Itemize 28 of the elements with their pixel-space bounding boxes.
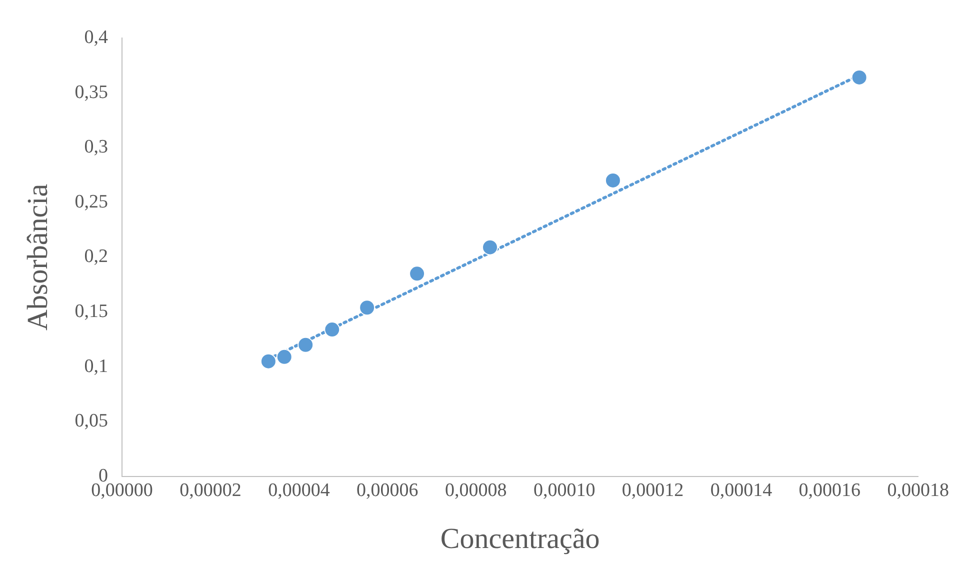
- x-tick-label: 0,00008: [444, 480, 507, 501]
- point: [604, 172, 621, 188]
- point: [851, 69, 868, 86]
- y-tick-label: 0,25: [74, 191, 108, 212]
- x-tick-label: 0,00002: [180, 480, 242, 501]
- y-tick-label: 0,35: [74, 82, 108, 103]
- x-tick-label: 0,00014: [710, 480, 773, 501]
- y-tick-label: 0,2: [84, 246, 108, 268]
- y-tick-label: 0,4: [84, 26, 109, 48]
- x-tick-label: 0,00012: [622, 480, 684, 501]
- y-axis-title: Absorbância: [22, 184, 54, 330]
- x-tick-label: 0,00004: [268, 480, 330, 501]
- point: [324, 322, 340, 338]
- point: [276, 348, 292, 365]
- x-tick-label: 0,00010: [533, 480, 596, 501]
- point: [482, 239, 498, 256]
- point: [260, 353, 276, 370]
- y-tick-label: 0,05: [74, 410, 108, 432]
- y-tick-label: 0,3: [84, 136, 108, 158]
- point: [298, 336, 314, 353]
- y-tick-label: 0,15: [74, 300, 108, 322]
- x-tick-label: 0,00016: [798, 480, 861, 501]
- y-tick-label: 0,1: [84, 356, 108, 377]
- point: [409, 266, 426, 282]
- x-tick-label: 0,00006: [356, 480, 418, 501]
- x-axis-title: Concentração: [440, 523, 600, 556]
- point: [359, 300, 376, 316]
- x-tick-label: 0,00018: [887, 480, 949, 501]
